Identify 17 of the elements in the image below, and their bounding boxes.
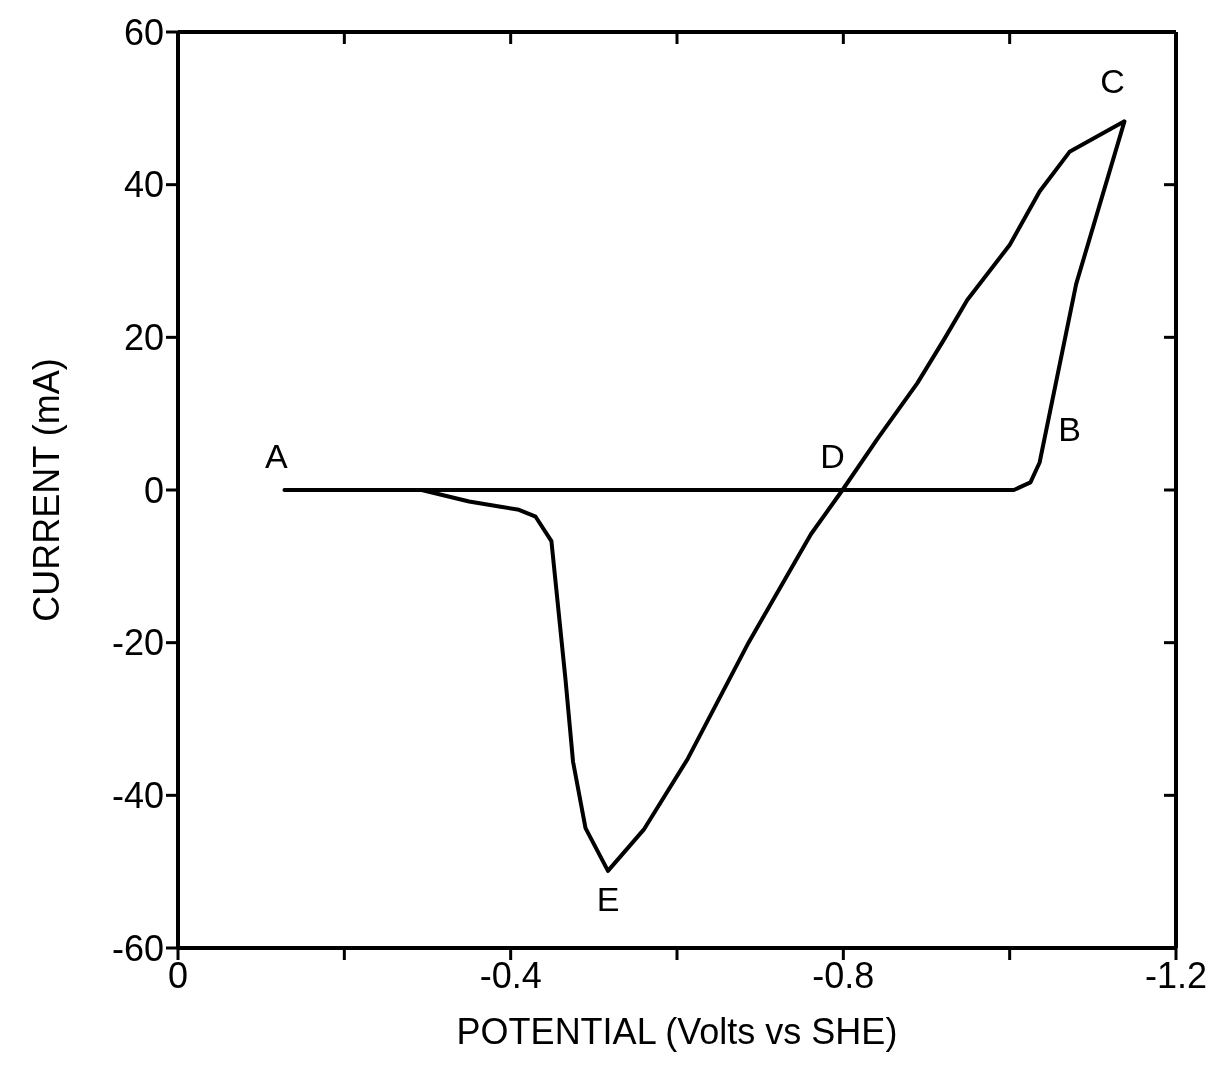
y-tick-label: 40 <box>123 164 164 206</box>
annotation: C <box>1100 62 1125 101</box>
y-tick-label: -40 <box>111 775 164 817</box>
annotation: D <box>820 437 845 475</box>
annotation: A <box>265 437 289 475</box>
x-tick-label: -0.8 <box>812 954 875 996</box>
annotation: B <box>1058 409 1081 448</box>
y-tick-label: 20 <box>123 317 164 359</box>
annotation: E <box>596 879 620 918</box>
y-axis-title: CURRENT (mA) <box>25 358 67 622</box>
x-axis-title: POTENTIAL (Volts vs SHE) <box>456 1011 898 1052</box>
y-tick-label: 60 <box>123 11 164 53</box>
y-tick-label: -60 <box>111 927 164 969</box>
x-tick-label: -1.2 <box>1144 954 1208 996</box>
y-tick-label: -20 <box>111 622 164 664</box>
y-tick-label: 0 <box>143 469 164 511</box>
x-tick-label: -0.4 <box>479 954 542 996</box>
